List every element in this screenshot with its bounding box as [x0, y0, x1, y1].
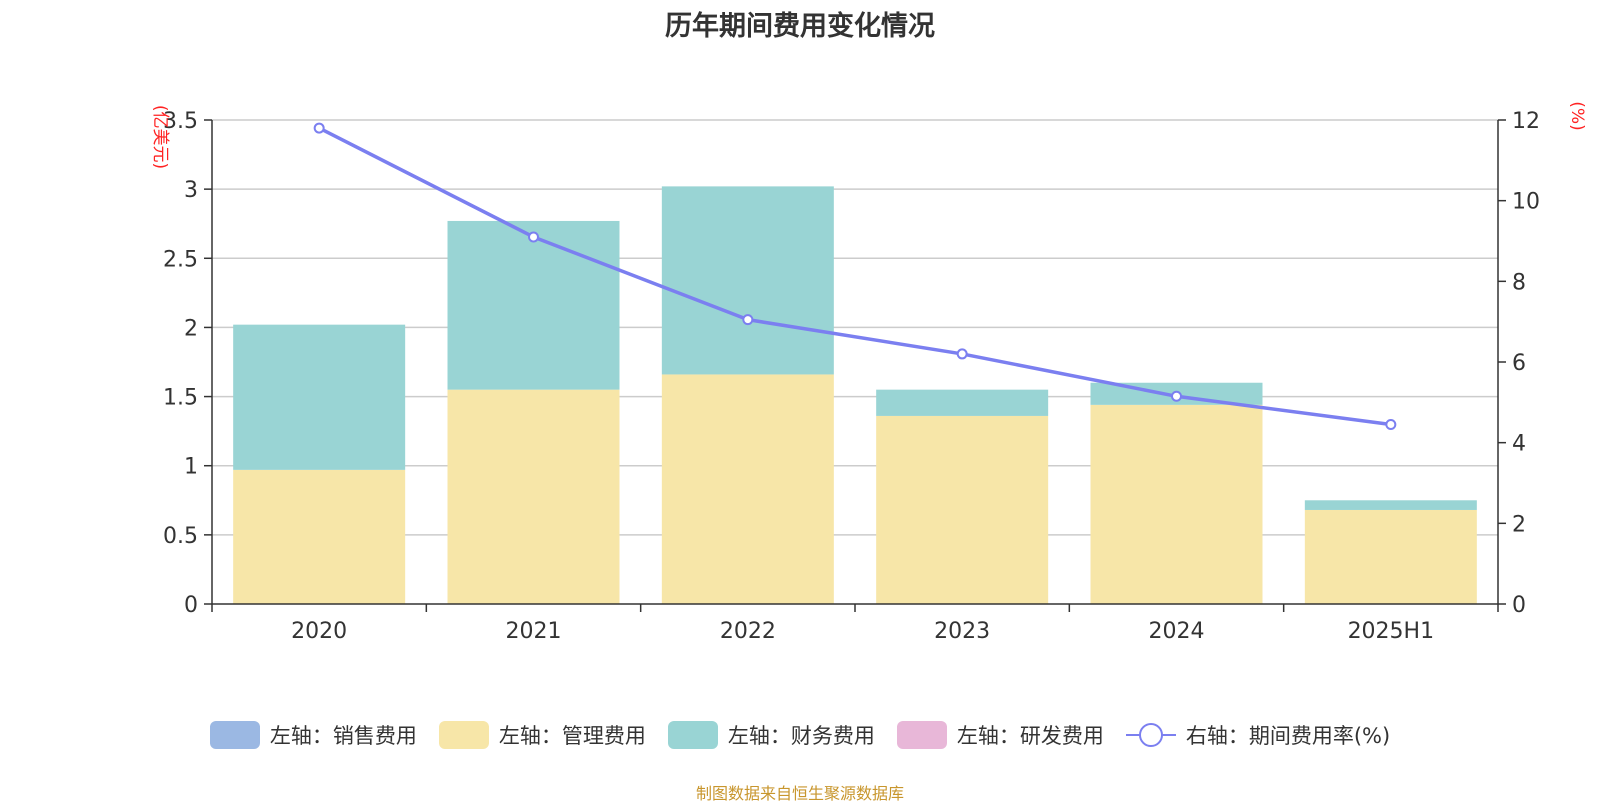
bar-segment-1-2021 — [447, 389, 620, 604]
left-axis-tick-label: 2.5 — [163, 247, 198, 272]
x-axis-label: 2022 — [720, 619, 776, 644]
legend: 左轴：销售费用 左轴：管理费用 左轴：财务费用 左轴：研发费用 右轴：期间费用率… — [0, 720, 1600, 750]
left-axis-tick-label: 1 — [184, 455, 198, 480]
legend-swatch-admin — [438, 721, 489, 749]
expense-ratio-point-2025H1 — [1385, 419, 1397, 431]
right-axis-tick-label: 10 — [1512, 190, 1540, 215]
bar-segment-1-2025H1 — [1304, 509, 1477, 604]
expense-ratio-line — [318, 126, 1392, 427]
data-source-note: 制图数据来自恒生聚源数据库 — [695, 784, 904, 803]
x-axis-label: 2020 — [291, 619, 347, 644]
left-axis-tick-label: 2 — [184, 316, 198, 341]
left-axis-tick-label: 0.5 — [163, 524, 198, 549]
x-axis-label: 2023 — [934, 619, 990, 644]
right-axis-tick-label: 6 — [1512, 351, 1526, 376]
right-axis-tick-label: 2 — [1512, 512, 1526, 537]
expense-ratio-point-2021 — [528, 231, 539, 243]
expense-ratio-point-2024 — [1171, 390, 1182, 402]
bar-segment-2-2022 — [661, 186, 834, 375]
expense-ratio-point-2023 — [956, 348, 968, 360]
bar-segment-1-2022 — [661, 374, 834, 604]
left-axis-tick-label: 0 — [184, 593, 198, 618]
bar-segment-2-2020 — [233, 324, 406, 470]
right-axis-unit: (%) — [1567, 101, 1587, 130]
legend-label-finance: 左轴：财务费用 — [727, 724, 875, 748]
legend-item-admin[interactable]: 左轴：管理费用 — [438, 720, 646, 750]
left-axis-tick-label: 1.5 — [163, 386, 198, 411]
x-axis-label: 2021 — [506, 619, 562, 644]
right-axis-tick-label: 12 — [1512, 109, 1540, 134]
left-axis-tick-label: 3.5 — [163, 109, 198, 134]
left-axis-tick-label: 3 — [184, 178, 198, 203]
bar-segment-1-2023 — [876, 415, 1049, 604]
legend-label-rnd: 左轴：研发费用 — [956, 724, 1104, 748]
legend-item-rnd[interactable]: 左轴：研发费用 — [896, 720, 1104, 750]
bar-segment-2-2021 — [447, 220, 620, 390]
chart-title: 历年期间费用变化情况 — [665, 11, 935, 42]
bar-segment-2-2023 — [876, 389, 1049, 416]
expense-ratio-point-2022 — [742, 314, 754, 326]
right-axis-tick-label: 8 — [1512, 270, 1526, 295]
bar-segment-1-2020 — [233, 469, 406, 604]
bar-segment-1-2024 — [1090, 404, 1263, 604]
expense-ratio-point-2020 — [313, 122, 325, 134]
legend-line-marker-icon — [1125, 721, 1176, 749]
legend-swatch-rnd — [896, 721, 947, 749]
left-axis-unit: (亿美元) — [150, 105, 170, 169]
legend-item-finance[interactable]: 左轴：财务费用 — [667, 720, 875, 750]
bar-segment-2-2025H1 — [1304, 500, 1477, 510]
x-axis-label: 2024 — [1149, 619, 1205, 644]
legend-swatch-sales — [209, 721, 260, 749]
legend-swatch-finance — [667, 721, 718, 749]
right-axis-tick-label: 4 — [1512, 432, 1526, 457]
right-axis-tick-label: 0 — [1512, 593, 1526, 618]
legend-label-expense-ratio: 右轴：期间费用率(%) — [1185, 724, 1391, 748]
legend-item-expense-ratio[interactable]: 右轴：期间费用率(%) — [1125, 720, 1391, 750]
legend-label-admin: 左轴：管理费用 — [498, 724, 646, 748]
legend-item-sales[interactable]: 左轴：销售费用 — [209, 720, 417, 750]
legend-label-sales: 左轴：销售费用 — [269, 724, 417, 748]
x-axis-label: 2025H1 — [1348, 619, 1435, 644]
